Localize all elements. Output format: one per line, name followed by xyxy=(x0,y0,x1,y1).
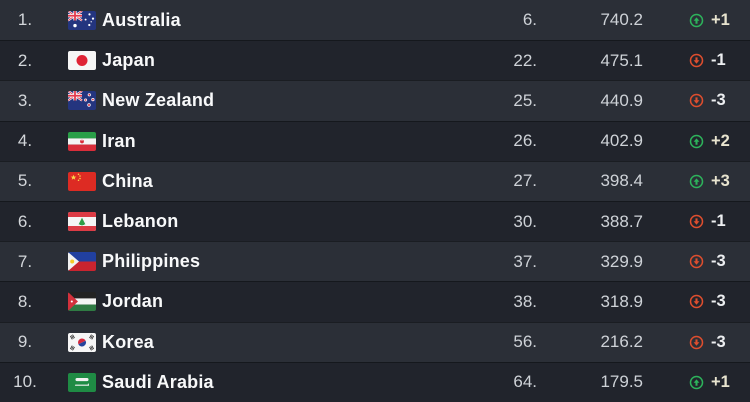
rank-change-value: +3 xyxy=(711,171,730,190)
saudi-arabia-flag-icon xyxy=(68,372,96,392)
japan-flag-icon xyxy=(68,51,96,71)
up-arrow-icon xyxy=(689,13,704,28)
rank-change-value: -3 xyxy=(711,252,726,271)
rank-change: +3 xyxy=(689,172,736,191)
world-rank-cell: 22. xyxy=(513,50,537,70)
position-cell: 8. xyxy=(17,291,33,311)
points-cell: 398.4 xyxy=(600,171,643,191)
country-name: Korea xyxy=(102,331,155,352)
position-cell: 1. xyxy=(17,10,33,30)
rank-change-value: +1 xyxy=(711,372,730,391)
rank-change: -3 xyxy=(689,252,736,271)
position-cell: 10. xyxy=(13,372,37,392)
rank-change-value: -3 xyxy=(711,91,726,110)
position-cell: 2. xyxy=(17,50,33,70)
korea-flag-icon xyxy=(68,332,96,352)
points-cell: 475.1 xyxy=(600,50,643,70)
country-name: Lebanon xyxy=(102,211,179,232)
rank-change: +1 xyxy=(689,373,736,392)
rank-change: -3 xyxy=(689,292,736,311)
rank-change: -3 xyxy=(689,333,736,352)
iran-flag-icon xyxy=(68,131,96,151)
position-cell: 9. xyxy=(17,332,33,352)
rank-change-value: -3 xyxy=(711,332,726,351)
position-cell: 3. xyxy=(17,90,33,110)
philippines-flag-icon xyxy=(68,252,96,272)
jordan-flag-icon xyxy=(68,292,96,312)
world-rank-cell: 27. xyxy=(513,171,537,191)
world-rank-cell: 37. xyxy=(513,251,537,271)
position-cell: 6. xyxy=(17,211,33,231)
country-name: Philippines xyxy=(102,251,201,272)
world-rank-cell: 64. xyxy=(513,372,537,392)
position-cell: 5. xyxy=(17,171,33,191)
australia-flag-icon xyxy=(68,10,96,30)
table-row[interactable]: 9. Korea 56. 216.2 -3 xyxy=(0,321,750,362)
lebanon-flag-icon xyxy=(68,212,96,232)
table-row[interactable]: 4. Iran 26. 402.9 +2 xyxy=(0,120,750,161)
up-arrow-icon xyxy=(689,174,704,189)
world-rank-cell: 26. xyxy=(513,131,537,151)
rank-change-value: +1 xyxy=(711,10,730,29)
points-cell: 329.9 xyxy=(600,251,643,271)
rank-change-value: -1 xyxy=(711,212,726,231)
table-row[interactable]: 8. Jordan 38. 318.9 -3 xyxy=(0,281,750,322)
down-arrow-icon xyxy=(689,93,704,108)
points-cell: 740.2 xyxy=(600,10,643,30)
rank-change: -1 xyxy=(689,51,736,70)
world-rank-cell: 38. xyxy=(513,291,537,311)
rank-change-value: +2 xyxy=(711,131,730,150)
points-cell: 216.2 xyxy=(600,332,643,352)
position-cell: 4. xyxy=(17,131,33,151)
table-row[interactable]: 1. Australia 6. 740.2 +1 xyxy=(0,0,750,41)
up-arrow-icon xyxy=(689,375,704,390)
table-row[interactable]: 3. New Zealand 25. 440.9 -3 xyxy=(0,80,750,121)
world-rank-cell: 6. xyxy=(522,10,537,30)
country-name: Iran xyxy=(102,130,136,151)
country-name: Japan xyxy=(102,50,156,71)
country-name: New Zealand xyxy=(102,90,215,111)
points-cell: 402.9 xyxy=(600,131,643,151)
rank-change: +2 xyxy=(689,132,736,151)
down-arrow-icon xyxy=(689,214,704,229)
rank-change: +1 xyxy=(689,11,736,30)
country-name: Australia xyxy=(102,9,181,30)
country-name: China xyxy=(102,170,154,191)
rank-change-value: -3 xyxy=(711,292,726,311)
china-flag-icon xyxy=(68,171,96,191)
world-rank-cell: 25. xyxy=(513,90,537,110)
points-cell: 179.5 xyxy=(600,372,643,392)
table-row[interactable]: 7. Philippines 37. 329.9 -3 xyxy=(0,241,750,282)
down-arrow-icon xyxy=(689,294,704,309)
rank-change: -1 xyxy=(689,212,736,231)
country-name: Jordan xyxy=(102,291,164,312)
rank-change: -3 xyxy=(689,91,736,110)
table-row[interactable]: 6. Lebanon 30. 388.7 -1 xyxy=(0,200,750,242)
points-cell: 318.9 xyxy=(600,291,643,311)
world-rank-cell: 30. xyxy=(513,211,537,231)
world-rank-cell: 56. xyxy=(513,332,537,352)
table-row[interactable]: 10. Saudi Arabia 64. 179.5 +1 xyxy=(0,361,750,402)
country-name: Saudi Arabia xyxy=(102,371,214,392)
points-cell: 440.9 xyxy=(600,90,643,110)
rank-change-value: -1 xyxy=(711,51,726,70)
table-row[interactable]: 2. Japan 22. 475.1 -1 xyxy=(0,40,750,81)
down-arrow-icon xyxy=(689,254,704,269)
down-arrow-icon xyxy=(689,335,704,350)
table-row[interactable]: 5. China 27. 398.4 +3 xyxy=(0,160,750,201)
position-cell: 7. xyxy=(17,251,33,271)
down-arrow-icon xyxy=(689,53,704,68)
up-arrow-icon xyxy=(689,134,704,149)
new-zealand-flag-icon xyxy=(68,91,96,111)
points-cell: 388.7 xyxy=(600,211,643,231)
